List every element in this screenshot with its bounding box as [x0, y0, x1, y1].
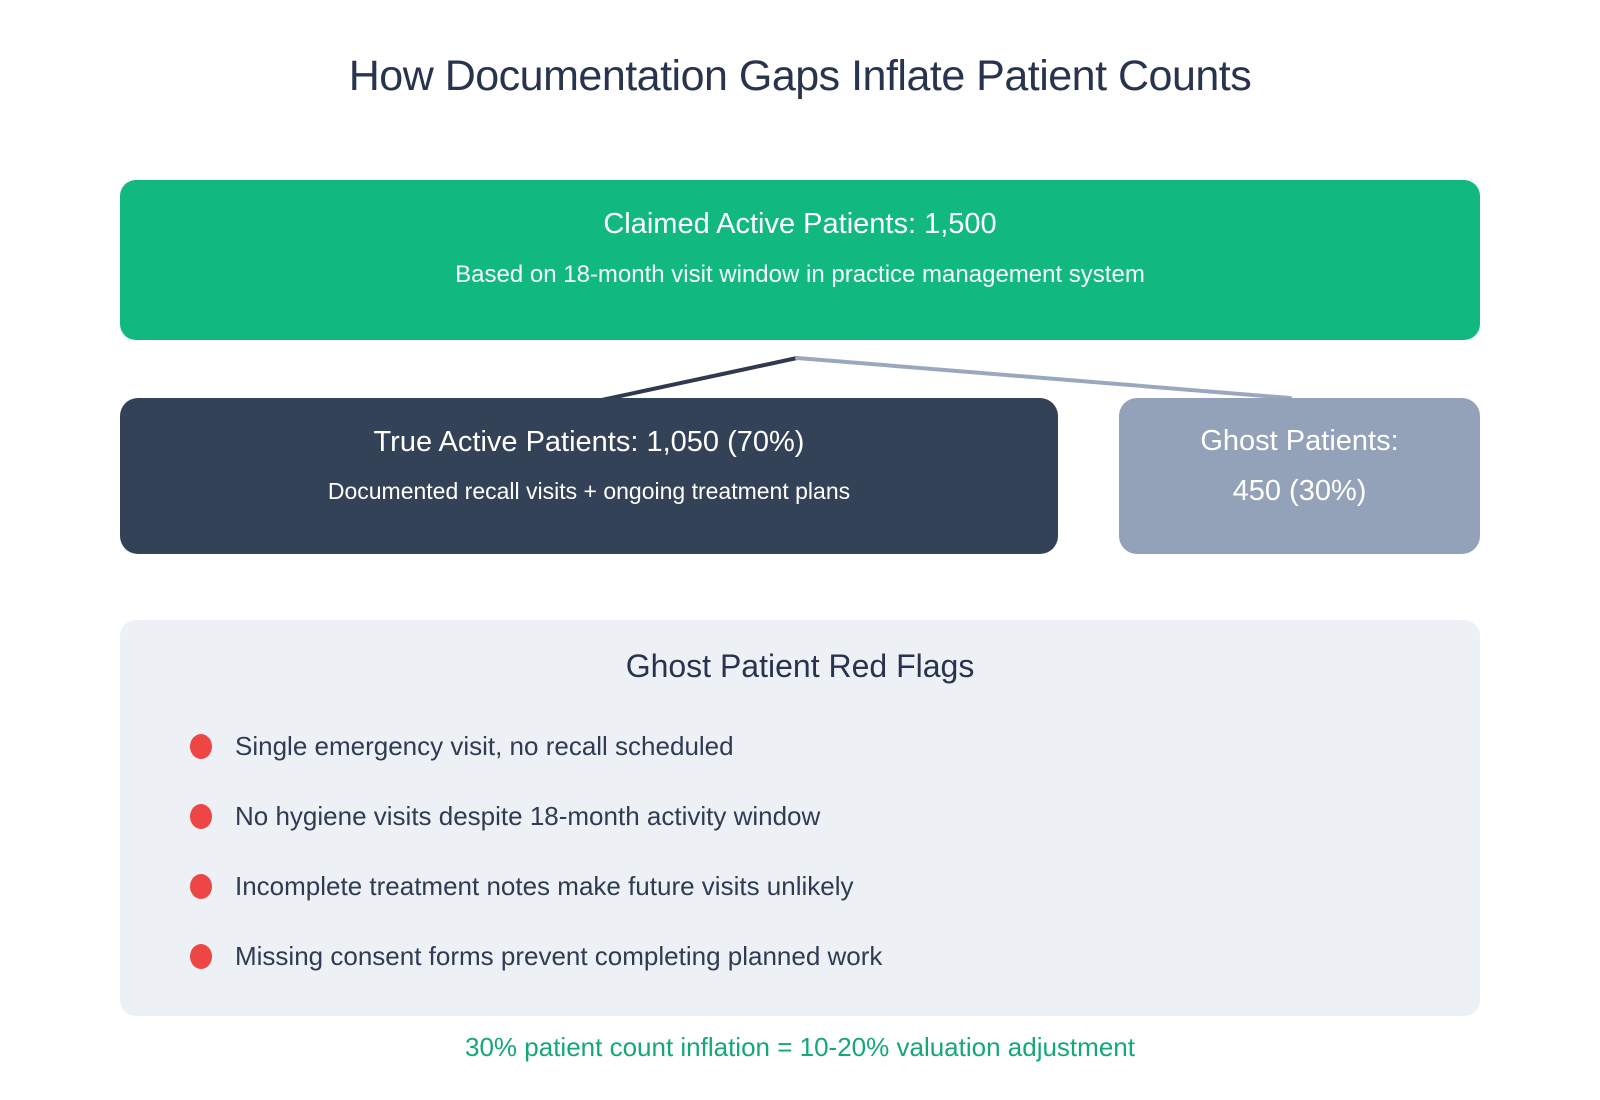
red-flags-heading: Ghost Patient Red Flags — [625, 648, 975, 684]
claimed-patients-box: Claimed Active Patients: 1,500 Based on … — [120, 180, 1480, 340]
red-bullet-icon — [190, 803, 212, 829]
red-flags-panel: Ghost Patient Red Flags Single emergency… — [120, 620, 1480, 1016]
true-active-patients-box: True Active Patients: 1,050 (70%) Docume… — [120, 398, 1058, 554]
true-active-patients-title: True Active Patients: 1,050 (70%) — [373, 426, 805, 458]
red-flag-item: Missing consent forms prevent completing… — [190, 921, 1480, 991]
red-flag-label: No hygiene visits despite 18-month activ… — [235, 800, 821, 831]
ghost-patients-value: 450 (30%) — [1232, 475, 1367, 507]
red-flag-item: No hygiene visits despite 18-month activ… — [190, 781, 1480, 851]
claimed-patients-title: Claimed Active Patients: 1,500 — [603, 208, 997, 240]
red-flag-item: Single emergency visit, no recall schedu… — [190, 711, 1480, 781]
red-bullet-icon — [190, 943, 212, 969]
connector-line-true-active — [595, 356, 799, 403]
ghost-patients-label: Ghost Patients: — [1200, 425, 1399, 457]
red-flag-label: Single emergency visit, no recall schedu… — [235, 730, 734, 761]
red-bullet-icon — [190, 873, 212, 899]
red-flags-list: Single emergency visit, no recall schedu… — [190, 711, 1480, 991]
page-title: How Documentation Gaps Inflate Patient C… — [348, 52, 1252, 100]
claimed-patients-subtitle: Based on 18-month visit window in practi… — [455, 261, 1145, 288]
valuation-footnote: 30% patient count inflation = 10-20% val… — [465, 1032, 1135, 1062]
red-flag-label: Incomplete treatment notes make future v… — [235, 870, 854, 901]
ghost-patients-box: Ghost Patients: 450 (30%) — [1119, 398, 1480, 554]
red-bullet-icon — [190, 733, 212, 759]
connector-line-ghost — [795, 356, 1292, 400]
red-flag-item: Incomplete treatment notes make future v… — [190, 851, 1480, 921]
red-flag-label: Missing consent forms prevent completing… — [235, 940, 883, 971]
true-active-patients-subtitle: Documented recall visits + ongoing treat… — [327, 478, 851, 504]
